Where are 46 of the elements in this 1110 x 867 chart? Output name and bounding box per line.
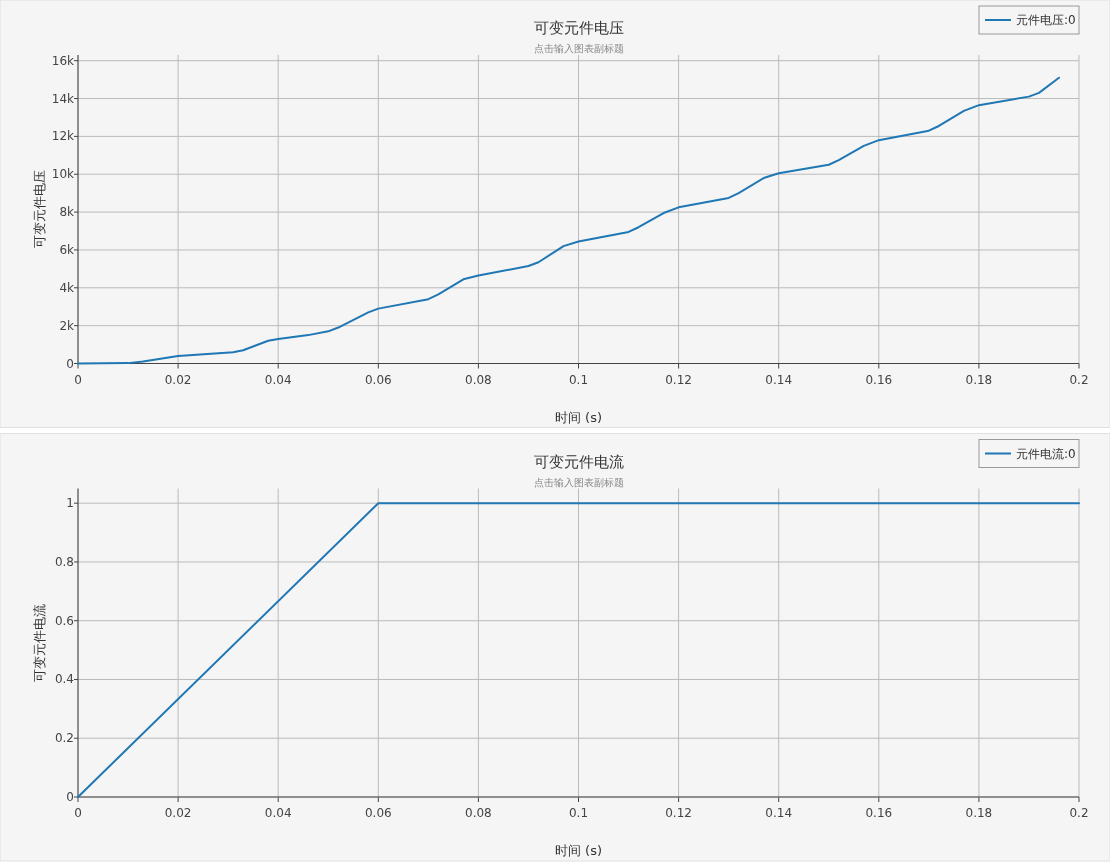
- x-tick-label: 0.2: [1069, 806, 1089, 820]
- y-tick-label: 14k: [51, 91, 75, 106]
- y-tick-label: 0.2: [54, 731, 74, 746]
- x-tick-label: 0.02: [164, 372, 192, 387]
- y-axis-title: 可变元件电压: [32, 170, 47, 249]
- x-tick-label: 0.08: [465, 806, 492, 820]
- x-tick-label: 0.12: [665, 806, 692, 820]
- x-tick-label: 0.14: [765, 806, 793, 820]
- y-tick-label: 16k: [51, 53, 75, 68]
- x-tick-label: 0.18: [965, 372, 993, 387]
- x-tick-label: 0.16: [865, 372, 893, 387]
- legend-label: 元件电压:0: [1016, 13, 1076, 27]
- y-tick-label: 6k: [59, 242, 75, 257]
- x-tick-label: 0.16: [865, 806, 893, 820]
- line-series: [77, 76, 1060, 365]
- y-tick-label: 0.8: [54, 554, 74, 569]
- legend-label: 元件电流:0: [1016, 446, 1076, 461]
- x-tick-label: 0.1: [568, 806, 589, 820]
- chart-subtitle: 点击输入图表副标题: [533, 476, 624, 488]
- y-tick-label: 12k: [51, 129, 75, 144]
- chart-title: 可变元件电压: [533, 19, 624, 37]
- y-tick-label: 0.6: [54, 613, 74, 628]
- y-tick-label: 0.4: [54, 672, 74, 687]
- x-tick-label: 0.2: [1069, 372, 1089, 387]
- x-tick-label: 0.12: [665, 372, 692, 387]
- chart-subtitle: 点击输入图表副标题: [533, 43, 624, 54]
- x-axis-title: 时间 (s): [554, 409, 603, 425]
- y-tick-label: 0: [66, 790, 74, 804]
- y-tick-label: 2k: [59, 318, 75, 333]
- x-tick-label: 0.14: [765, 372, 793, 387]
- x-tick-label: 0.1: [568, 372, 589, 387]
- y-tick-label: 8k: [59, 205, 75, 220]
- x-axis-title: 时间 (s): [554, 843, 603, 858]
- x-tick-label: 0.18: [965, 806, 993, 820]
- chart-title: 可变元件电流: [533, 452, 624, 471]
- x-tick-label: 0.04: [264, 806, 292, 820]
- x-tick-label: 0.06: [364, 372, 392, 387]
- x-tick-label: 0.02: [164, 806, 192, 820]
- x-tick-label: 0.06: [364, 806, 392, 820]
- y-tick-label: 1: [66, 496, 74, 511]
- y-tick-label: 4k: [59, 280, 75, 295]
- x-tick-label: 0.04: [264, 372, 292, 387]
- y-tick-label: 0: [66, 356, 74, 371]
- y-tick-label: 10k: [51, 167, 75, 182]
- y-axis-title: 可变元件电流: [32, 603, 47, 682]
- x-tick-label: 0.08: [465, 372, 492, 387]
